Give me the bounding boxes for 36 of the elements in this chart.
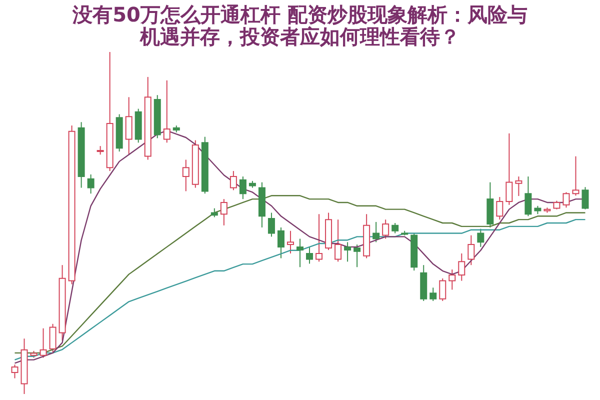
- chart-title: 没有50万怎么开通杠杆 配资炒股现象解析：风险与机遇并存，投资者应如何理性看待？: [72, 2, 528, 48]
- candlestick: [40, 328, 47, 358]
- candlestick: [87, 174, 94, 194]
- candlestick: [582, 186, 589, 210]
- candlestick: [344, 242, 352, 262]
- candlestick: [49, 323, 56, 352]
- candlestick: [125, 96, 132, 154]
- candlestick: [430, 287, 437, 302]
- candlestick: [448, 269, 456, 290]
- candlestick: [458, 252, 466, 282]
- candlestick: [306, 246, 314, 264]
- candlestick: [515, 176, 522, 196]
- candlestick: [220, 198, 228, 226]
- candlestick: [182, 159, 190, 192]
- candlestick: [277, 226, 284, 259]
- candlestick: [11, 364, 18, 379]
- candlestick: [506, 132, 513, 206]
- candlestick: [468, 234, 475, 266]
- candlestick: [372, 221, 380, 243]
- candlestick: [230, 170, 237, 191]
- candlestick: [268, 212, 275, 238]
- candlestick: [296, 238, 304, 268]
- candlestick: [439, 278, 446, 302]
- candlestick: [477, 228, 484, 248]
- candlestick: [382, 219, 390, 240]
- candlestick: [334, 219, 342, 262]
- candlestick: [562, 192, 570, 208]
- candlestick: [524, 176, 532, 217]
- candlestick: [286, 230, 294, 254]
- candlestick: [354, 244, 361, 268]
- candlestick: [572, 156, 580, 196]
- candlestick: [163, 80, 170, 144]
- candlestick: [496, 196, 504, 220]
- candlestick: [392, 222, 399, 234]
- candlestick: [239, 176, 246, 200]
- candlestick: [316, 214, 323, 262]
